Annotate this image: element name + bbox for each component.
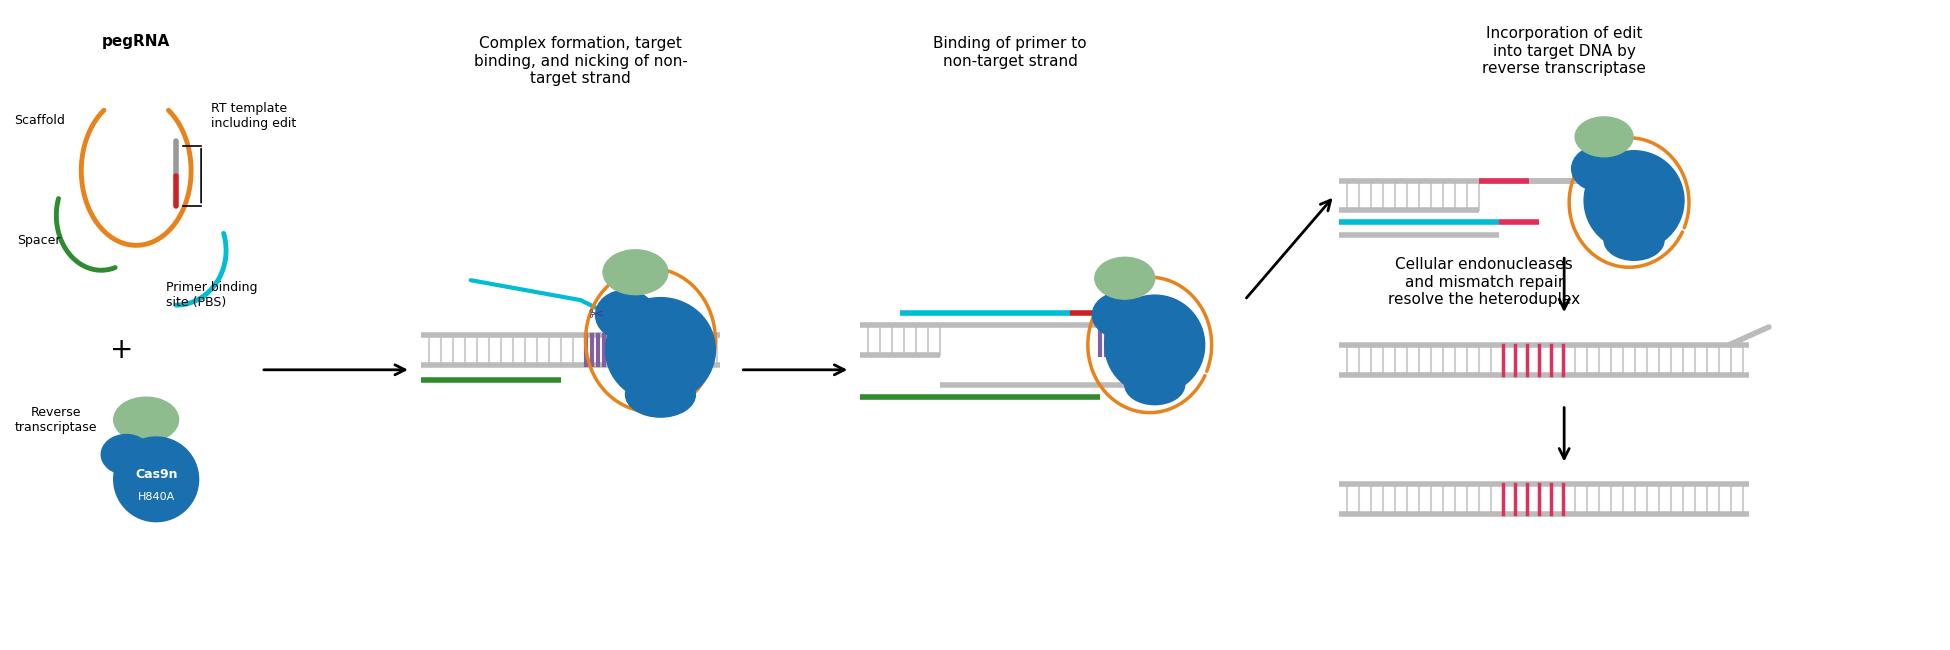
Ellipse shape (1576, 117, 1632, 157)
Ellipse shape (1094, 257, 1154, 299)
Text: Incorporation of edit
into target DNA by
reverse transcriptase: Incorporation of edit into target DNA by… (1482, 26, 1646, 76)
Ellipse shape (603, 250, 669, 294)
Ellipse shape (1572, 146, 1626, 191)
Text: Reverse
transcriptase: Reverse transcriptase (16, 406, 98, 434)
Text: pegRNA: pegRNA (101, 34, 170, 49)
Ellipse shape (595, 290, 655, 340)
Text: Cellular endonucleases
and mismatch repair
resolve the heteroduplex: Cellular endonucleases and mismatch repa… (1388, 257, 1580, 307)
Ellipse shape (1583, 151, 1685, 250)
Text: Primer binding
site (PBS): Primer binding site (PBS) (166, 281, 257, 309)
Ellipse shape (1125, 365, 1186, 405)
Text: Cas9n: Cas9n (135, 468, 177, 481)
Text: RT template
including edit: RT template including edit (211, 102, 296, 130)
Text: ✂: ✂ (589, 306, 603, 324)
Ellipse shape (626, 372, 696, 417)
Ellipse shape (113, 437, 199, 522)
Ellipse shape (606, 298, 716, 402)
Text: Binding of primer to
non-target strand: Binding of primer to non-target strand (934, 36, 1086, 69)
Ellipse shape (1605, 220, 1663, 260)
Text: Complex formation, target
binding, and nicking of non-
target strand: Complex formation, target binding, and n… (474, 36, 688, 86)
Text: Spacer: Spacer (18, 234, 60, 247)
Text: +: + (109, 336, 133, 364)
Ellipse shape (1092, 292, 1147, 337)
Ellipse shape (113, 397, 179, 442)
Text: Scaffold: Scaffold (14, 114, 64, 127)
Text: H840A: H840A (138, 492, 176, 502)
Ellipse shape (1106, 295, 1205, 395)
Ellipse shape (101, 435, 152, 474)
